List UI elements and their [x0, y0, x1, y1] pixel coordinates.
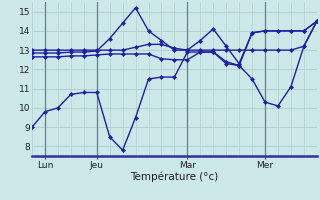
- X-axis label: Température (°c): Température (°c): [130, 171, 219, 182]
